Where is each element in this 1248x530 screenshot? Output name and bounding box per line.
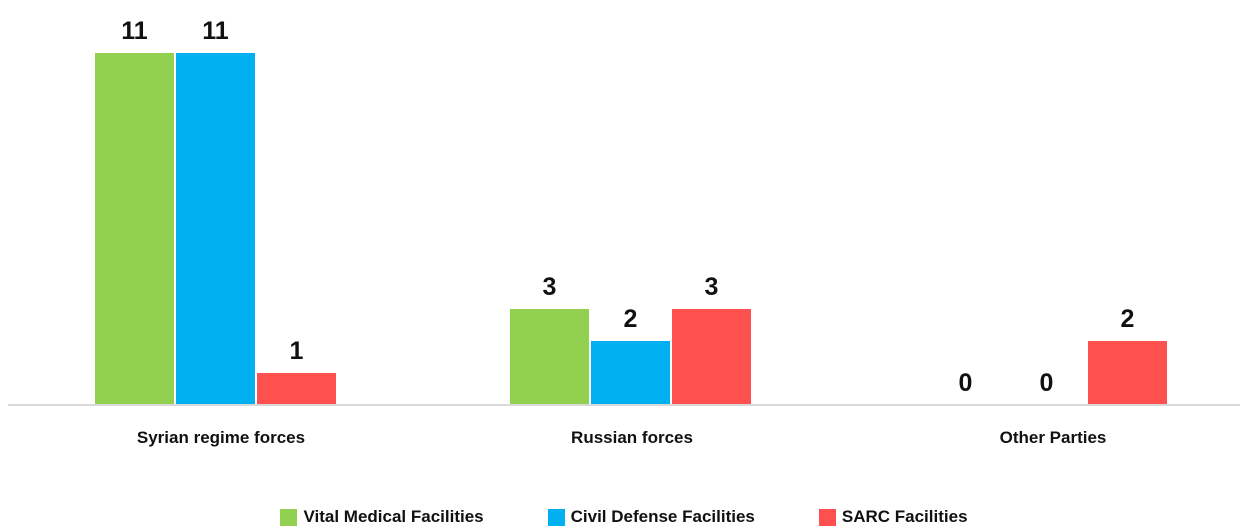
legend-item-sarc: SARC Facilities xyxy=(818,504,968,530)
bar-sarc-facilities-other-parties xyxy=(1088,341,1167,405)
category-label-syrian-regime-forces: Syrian regime forces xyxy=(137,428,305,447)
value-label-sarc-facilities-other-parties: 2 xyxy=(1121,305,1135,333)
bar-civil-defense-facilities-syrian-regime-forces xyxy=(176,53,255,405)
value-label-vital-medical-facilities-other-parties: 0 xyxy=(959,369,973,397)
value-label-civil-defense-facilities-syrian-regime-forces: 11 xyxy=(202,17,229,45)
value-label-vital-medical-facilities-syrian-regime-forces: 11 xyxy=(121,17,148,45)
bar-vital-medical-facilities-russian-forces xyxy=(510,309,589,405)
legend: Vital Medical Facilities Civil Defense F… xyxy=(0,504,1248,530)
legend-item-vital-medical: Vital Medical Facilities xyxy=(280,504,484,530)
category-label-russian-forces: Russian forces xyxy=(571,428,693,447)
value-label-civil-defense-facilities-russian-forces: 2 xyxy=(624,305,638,333)
legend-label-sarc: SARC Facilities xyxy=(841,507,968,526)
bars-group xyxy=(95,53,1167,405)
value-label-sarc-facilities-russian-forces: 3 xyxy=(705,273,719,301)
bar-civil-defense-facilities-russian-forces xyxy=(591,341,670,405)
bar-sarc-facilities-syrian-regime-forces xyxy=(257,373,336,405)
category-label-other-parties: Other Parties xyxy=(1000,428,1107,447)
category-labels-group: Syrian regime forces Russian forces Other … xyxy=(137,428,1106,447)
bar-vital-medical-facilities-syrian-regime-forces xyxy=(95,53,174,405)
legend-item-civil-defense: Civil Defense Facilities xyxy=(547,504,755,530)
legend-swatch-vital-medical xyxy=(280,508,298,526)
legend-label-vital-medical: Vital Medical Facilities xyxy=(303,507,484,526)
value-label-sarc-facilities-syrian-regime-forces: 1 xyxy=(290,337,304,365)
value-label-vital-medical-facilities-russian-forces: 3 xyxy=(543,273,557,301)
bar-sarc-facilities-russian-forces xyxy=(672,309,751,405)
legend-label-civil-defense: Civil Defense Facilities xyxy=(570,507,755,526)
legend-swatch-civil-defense xyxy=(547,508,565,526)
value-label-civil-defense-facilities-other-parties: 0 xyxy=(1040,369,1054,397)
legend-swatch-sarc xyxy=(818,508,836,526)
